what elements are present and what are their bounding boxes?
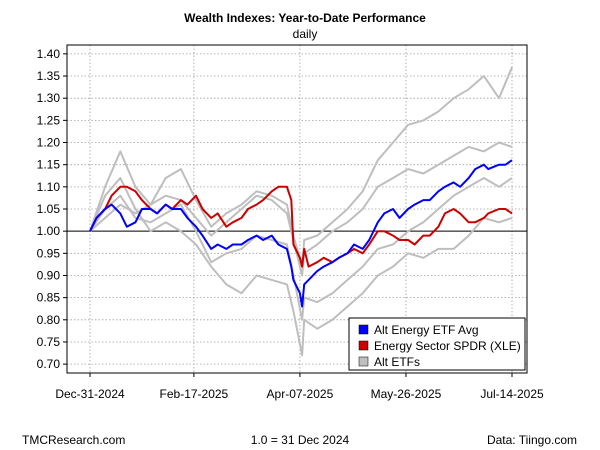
y-tick-label: 1.35 bbox=[37, 69, 61, 83]
legend-swatch-alt-energy-avg bbox=[358, 324, 369, 335]
axis-ticks: 0.70 0.75 0.80 0.85 0.90 0.95 1.00 1.05 1.10 1.15… bbox=[37, 47, 544, 401]
x-tick-label: Dec-31-2024 bbox=[55, 387, 125, 401]
x-tick-label: Jul-14-2025 bbox=[480, 387, 544, 401]
y-tick-label: 1.05 bbox=[37, 202, 61, 216]
alt-etf-line bbox=[89, 177, 513, 321]
footer-data-source: Data: Tiingo.com bbox=[487, 433, 577, 447]
y-tick-label: 1.20 bbox=[37, 136, 61, 150]
y-tick-label: 1.25 bbox=[37, 113, 61, 127]
y-tick-label: 1.40 bbox=[37, 47, 61, 61]
legend-swatch-alt-etfs bbox=[358, 356, 369, 367]
x-tick-label: May-26-2025 bbox=[371, 387, 442, 401]
y-tick-label: 0.80 bbox=[37, 313, 61, 327]
series-lines bbox=[89, 66, 513, 357]
y-tick-label: 0.70 bbox=[37, 357, 61, 371]
y-tick-label: 0.75 bbox=[37, 335, 61, 349]
legend-label-xle: Energy Sector SPDR (XLE) bbox=[374, 339, 521, 353]
footer-base-note: 1.0 = 31 Dec 2024 bbox=[251, 433, 350, 447]
plot-frame bbox=[66, 44, 528, 374]
y-tick-label: 1.10 bbox=[37, 180, 61, 194]
y-tick-label: 1.15 bbox=[37, 158, 61, 172]
y-tick-label: 1.00 bbox=[37, 224, 61, 238]
footer-source-site: TMCResearch.com bbox=[22, 433, 125, 447]
legend-box bbox=[348, 317, 526, 371]
legend-label-alt-etfs: Alt ETFs bbox=[374, 355, 420, 369]
legend: Alt Energy ETF Avg Energy Sector SPDR (X… bbox=[348, 317, 526, 371]
chart-title: Wealth Indexes: Year-to-Date Performance bbox=[184, 11, 426, 25]
chart-subtitle: daily bbox=[293, 27, 318, 41]
y-tick-label: 0.90 bbox=[37, 268, 61, 282]
y-tick-label: 0.95 bbox=[37, 246, 61, 260]
x-tick-label: Feb-17-2025 bbox=[160, 387, 229, 401]
legend-label-alt-energy-avg: Alt Energy ETF Avg bbox=[374, 323, 479, 337]
alt-etf-line bbox=[89, 177, 513, 357]
legend-swatch-xle bbox=[358, 340, 369, 351]
alt-etf-line bbox=[89, 66, 513, 268]
alt-energy-avg-line bbox=[89, 159, 513, 308]
x-tick-label: Apr-07-2025 bbox=[267, 387, 334, 401]
alt-etf-line bbox=[89, 141, 513, 277]
y-tick-label: 0.85 bbox=[37, 291, 61, 305]
y-tick-label: 1.30 bbox=[37, 91, 61, 105]
